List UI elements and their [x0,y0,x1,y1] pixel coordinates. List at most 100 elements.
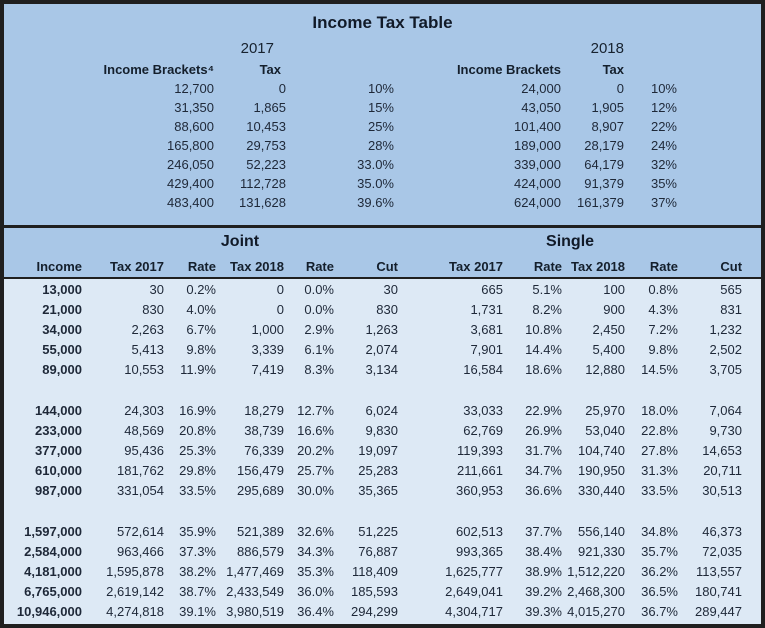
brackets-2018-tax-header: Tax [602,62,624,77]
cell-joint-rate-2017: 38.7% [179,583,216,599]
cell-joint-rate-2017: 9.8% [186,341,216,357]
cell-single-rate-2017: 39.3% [525,603,562,619]
cell-single-cut: 9,730 [709,422,742,438]
detail-header-2: Rate [187,258,216,274]
cell-joint-rate-2017: 29.8% [179,462,216,478]
bracket-2018-rate: 22% [650,119,677,134]
bracket-row: 246,050 52,223 33.0% 339,000 64,179 32% [4,155,761,174]
cell-single-cut: 565 [720,281,742,297]
filler [742,480,761,500]
filler [677,155,761,174]
cell-joint-rate-2017: 37.3% [179,543,216,559]
cell-joint-rate-2017: 35.9% [179,523,216,539]
filler [677,174,761,193]
cell-income: 610,000 [35,462,82,478]
bracket-2017-income: 88,600 [174,119,214,134]
cell-single-cut: 113,557 [695,563,742,579]
cell-single-tax-2017: 16,584 [463,361,503,377]
cell-joint-tax-2017: 1,595,878 [106,563,164,579]
table-row: 144,000 24,303 16.9% 18,279 12.7% 6,024 33,033… [4,400,761,420]
cell-single-tax-2017: 1,625,777 [445,563,503,579]
cell-single-rate-2017: 37.7% [525,523,562,539]
table-row: 1,597,000 572,614 35.9% 521,389 32.6% 51,225 6… [4,521,761,541]
cell-single-tax-2017: 33,033 [463,402,503,418]
cell-single-tax-2018: 2,468,300 [567,583,625,599]
bracket-2018-rate: 10% [650,81,677,96]
cell-joint-rate-2017: 38.2% [179,563,216,579]
cell-joint-rate-2018: 36.4% [297,603,334,619]
cell-joint-cut: 6,024 [365,402,398,418]
cell-income: 987,000 [35,482,82,498]
cell-single-tax-2018: 556,140 [578,523,625,539]
table-row: 89,000 10,553 11.9% 7,419 8.3% 3,134 16,584 18.… [4,359,761,379]
filler [742,319,761,339]
bracket-2018-tax: 64,179 [584,157,624,172]
bracket-2017-income: 12,700 [174,81,214,96]
cell-single-cut: 14,653 [702,442,742,458]
cell-single-tax-2018: 25,970 [585,402,625,418]
cell-single-tax-2017: 602,513 [456,523,503,539]
bracket-2018-tax: 28,179 [584,138,624,153]
cell-joint-cut: 35,365 [358,482,398,498]
bracket-2017-income: 429,400 [167,176,214,191]
cell-income: 4,181,000 [24,563,82,579]
cell-joint-tax-2017: 2,619,142 [106,583,164,599]
cell-joint-tax-2017: 181,762 [117,462,164,478]
cell-single-rate-2018: 36.2% [641,563,678,579]
cell-joint-rate-2017: 25.3% [179,442,216,458]
detail-header-9: Rate [649,258,679,274]
cell-single-tax-2017: 3,681 [470,321,503,337]
bracket-2017-rate: 10% [367,81,394,96]
table-row: 4,181,000 1,595,878 38.2% 1,477,469 35.3% 118… [4,561,761,581]
cell-income: 144,000 [35,402,82,418]
cell-single-rate-2018: 14.5% [641,361,678,377]
cell-joint-tax-2017: 5,413 [131,341,164,357]
cell-single-rate-2018: 4.3% [648,301,678,317]
table-row: 6,765,000 2,619,142 38.7% 2,433,549 36.0% 185… [4,581,761,601]
cell-single-tax-2018: 330,440 [578,482,625,498]
cell-joint-rate-2017: 39.1% [179,603,216,619]
detail-header-8: Tax 2018 [571,258,626,274]
cell-single-rate-2018: 0.8% [648,281,678,297]
cell-joint-tax-2018: 1,477,469 [226,563,284,579]
cell-income: 1,597,000 [24,523,82,539]
detail-header-4: Rate [305,258,334,274]
cell-single-rate-2017: 26.9% [525,422,562,438]
cell-single-rate-2018: 22.8% [641,422,678,438]
cell-single-rate-2018: 36.5% [641,583,678,599]
cell-single-tax-2017: 993,365 [456,543,503,559]
cell-single-tax-2018: 12,880 [585,361,625,377]
cell-joint-rate-2018: 25.7% [297,462,334,478]
bracket-2018-rate: 24% [650,138,677,153]
bracket-2017-rate: 35.0% [357,176,394,191]
cell-joint-rate-2017: 16.9% [179,402,216,418]
cell-joint-cut: 30 [383,281,398,297]
brackets-2017-income-header: Income Brackets⁴ [103,62,214,77]
cell-single-tax-2017: 7,901 [470,341,503,357]
cell-single-cut: 1,232 [709,321,742,337]
cell-joint-cut: 118,409 [351,563,398,579]
cell-joint-rate-2018: 30.0% [297,482,334,498]
cell-joint-tax-2018: 1,000 [251,321,284,337]
cell-joint-cut: 1,263 [365,321,398,337]
cell-joint-rate-2018: 34.3% [297,543,334,559]
cell-single-rate-2017: 10.8% [525,321,562,337]
spacer-row [4,500,761,521]
cell-income: 89,000 [42,361,82,377]
cell-joint-rate-2017: 20.8% [179,422,216,438]
cell-joint-tax-2018: 76,339 [244,442,284,458]
joint-section-label: Joint [220,232,260,250]
cell-single-rate-2018: 18.0% [641,402,678,418]
detail-header-7: Rate [533,258,563,274]
cell-joint-cut: 2,074 [365,341,398,357]
cell-joint-rate-2018: 16.6% [297,422,334,438]
cell-joint-rate-2018: 32.6% [297,523,334,539]
cell-single-tax-2018: 4,015,270 [567,603,625,619]
group-label-row: Joint Single [4,228,761,255]
table-row: 55,000 5,413 9.8% 3,339 6.1% 2,074 7,901 14.4% 5… [4,339,761,359]
filler [677,79,761,98]
cell-income: 6,765,000 [24,583,82,599]
cell-income: 13,000 [42,281,82,297]
cell-single-tax-2018: 190,950 [578,462,625,478]
cell-single-rate-2017: 34.7% [525,462,562,478]
